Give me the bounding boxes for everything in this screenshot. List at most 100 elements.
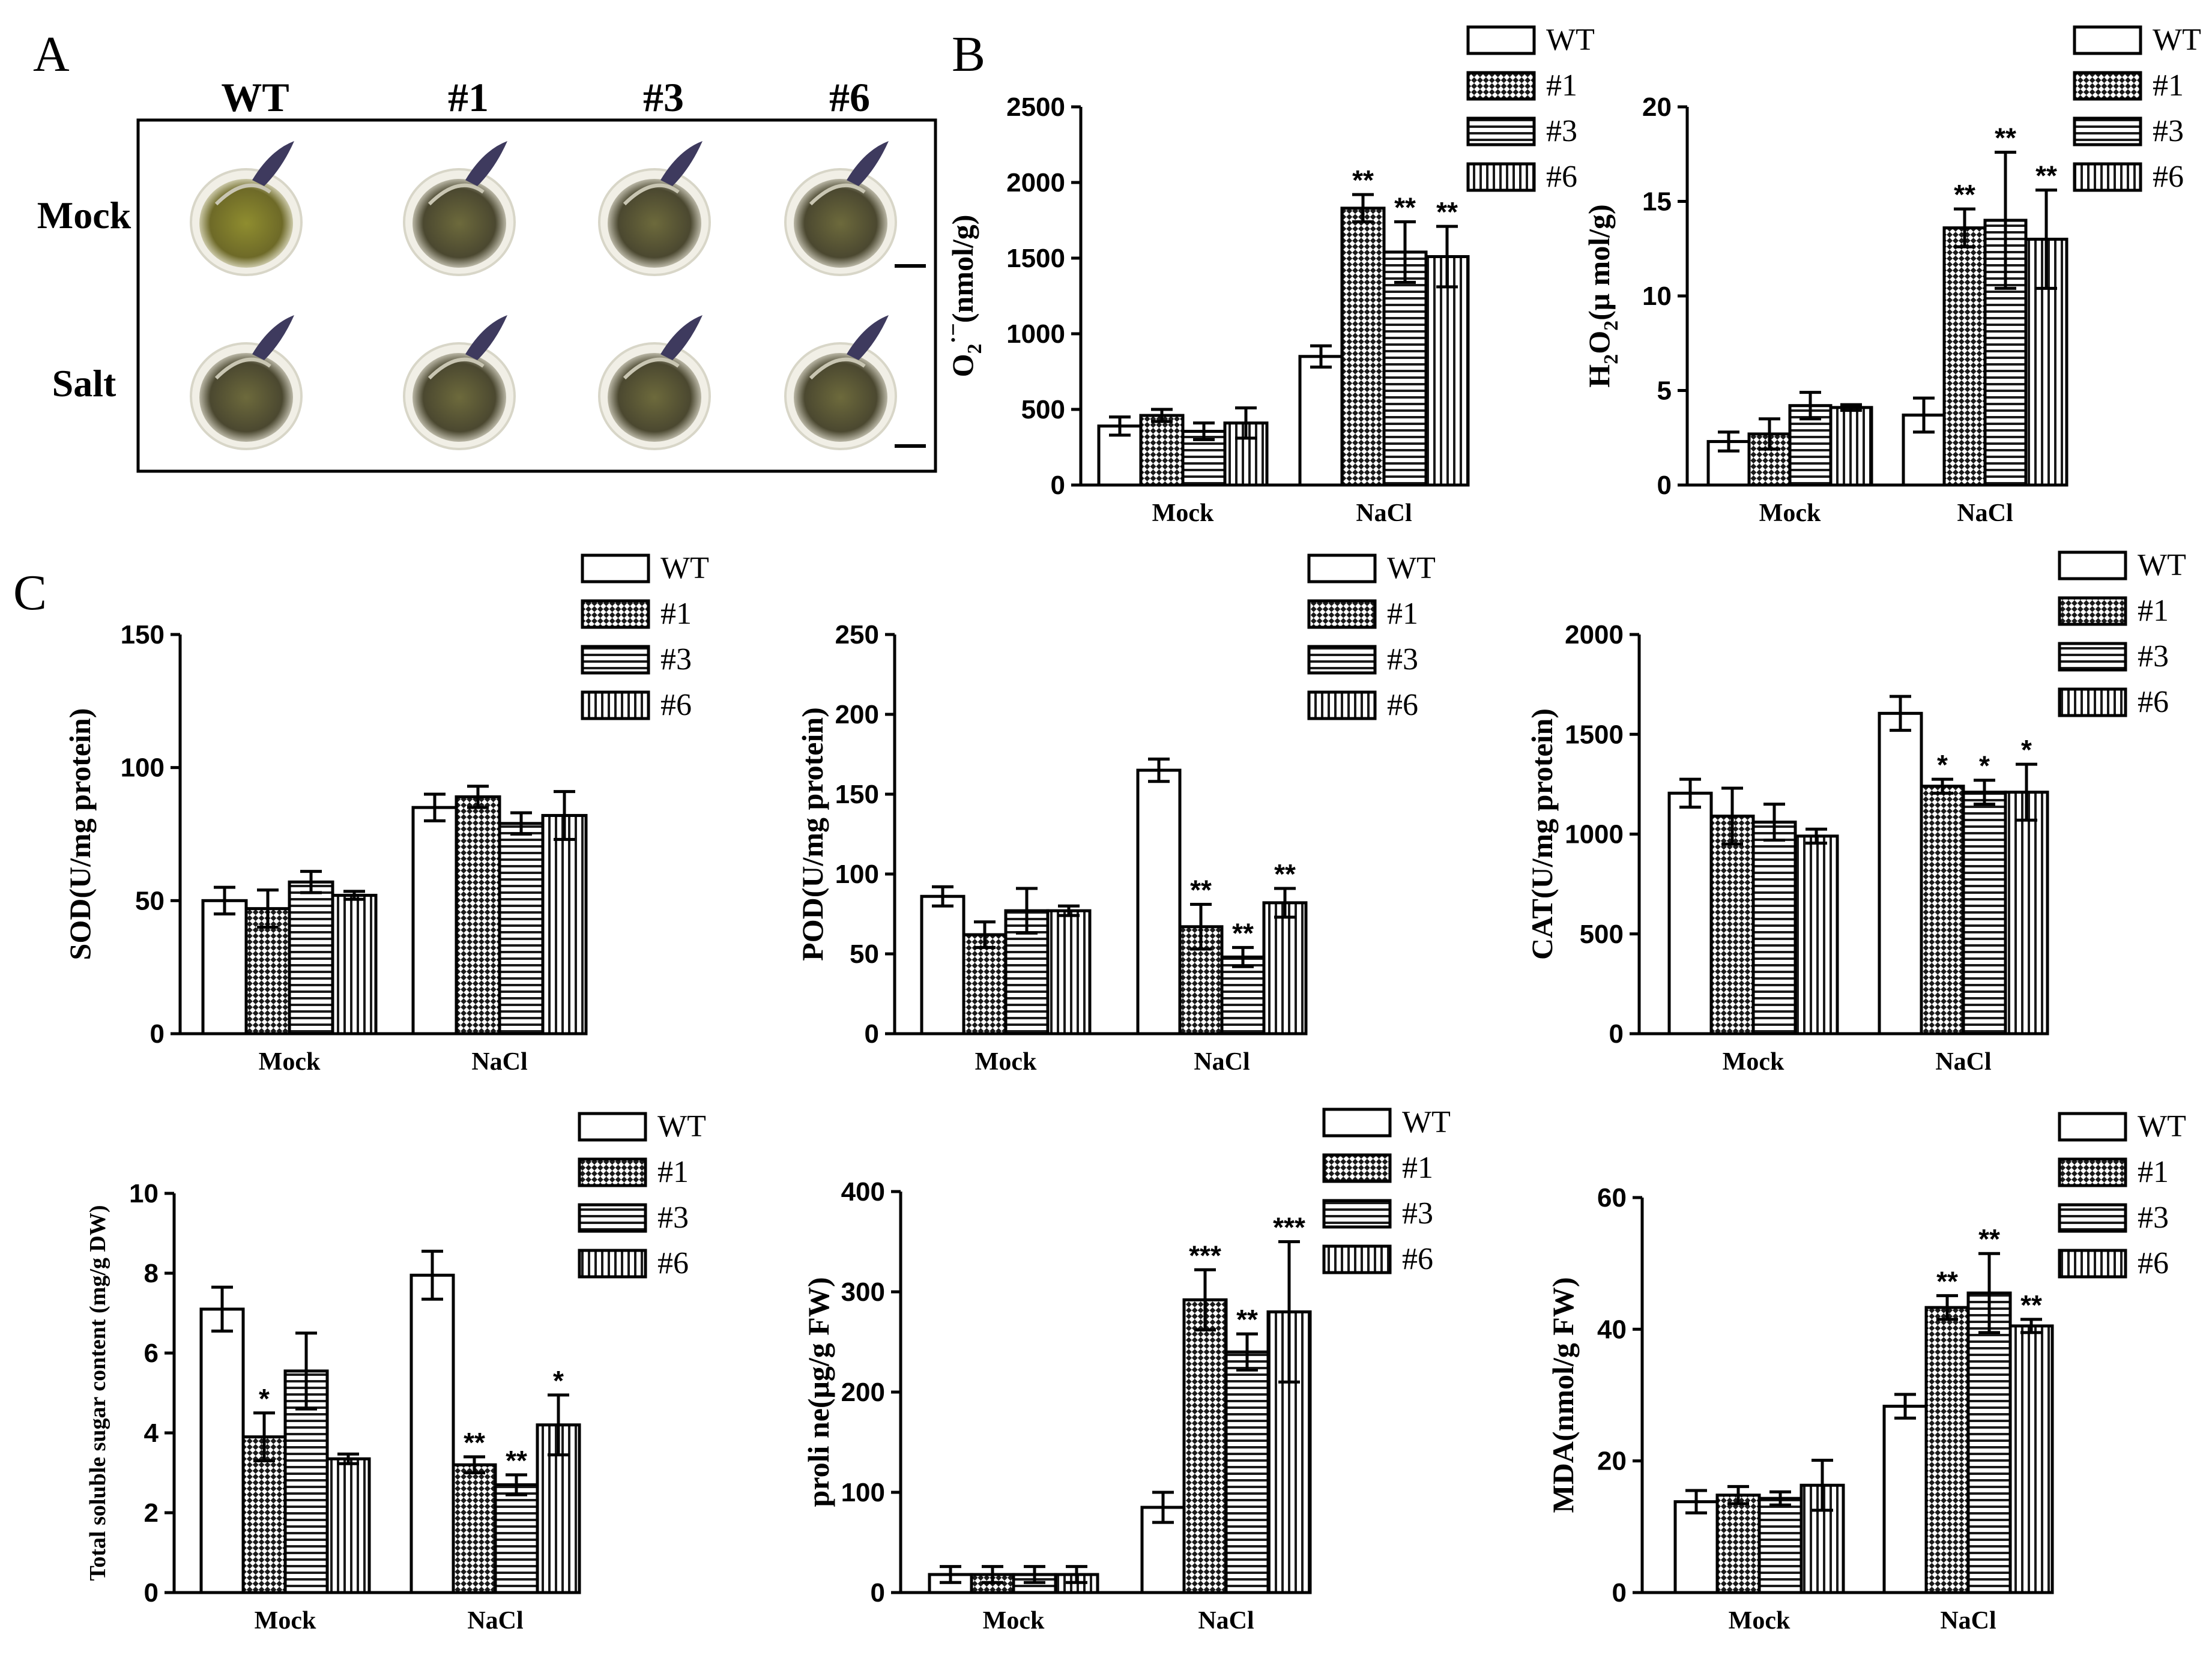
y-tick-label: 0 [144, 1578, 159, 1608]
seed-body [199, 179, 293, 268]
bar-line-1-mock [1139, 414, 1185, 487]
legend-label: WT [2138, 1109, 2186, 1144]
bar-WT-nacl [409, 1273, 455, 1594]
legend-label: #1 [660, 597, 692, 631]
seed-highlight [809, 357, 866, 380]
legend-label: #6 [2138, 1246, 2169, 1280]
bar-line-1-mock [962, 933, 1008, 1035]
y-tick-label: 2500 [1006, 92, 1065, 122]
legend-swatch [1322, 1153, 1392, 1183]
bar-line-3-mock [1751, 821, 1797, 1035]
bar-WT-nacl [1878, 711, 1923, 1035]
y-tick-label: 20 [1642, 92, 1672, 122]
legend-swatch [1322, 1108, 1392, 1138]
seed-highlight [428, 357, 485, 380]
legend-swatch [1466, 162, 1536, 192]
seed-highlight [623, 183, 680, 206]
y-tick-label: 1000 [1565, 820, 1624, 849]
legend-label: #6 [1387, 688, 1418, 722]
legend-label: #6 [1402, 1242, 1433, 1276]
seed-highlight [214, 183, 271, 206]
radicle-tip [465, 141, 507, 186]
significance-label: * [1937, 749, 1948, 780]
x-category-label: Mock [1759, 499, 1821, 527]
y-axis-label: proli ne(μg/g FW) [802, 1277, 835, 1507]
bar-line-1-mock [244, 907, 291, 1035]
seed-body [794, 179, 887, 268]
seedling-image [403, 141, 516, 276]
y-label-part: H [1582, 364, 1616, 388]
bar-line-6-nacl [541, 813, 588, 1035]
y-tick-label: 0 [1609, 1019, 1624, 1049]
legend-swatch [2073, 162, 2142, 192]
legend-label: #3 [1387, 642, 1418, 677]
y-tick-label: 100 [835, 860, 879, 889]
significance-label: * [553, 1365, 564, 1396]
y-label-sub: 2 [1600, 354, 1622, 364]
legend-label: #1 [2138, 1155, 2169, 1189]
y-tick-label: 500 [1021, 395, 1065, 424]
bar-line-1-mock [1715, 1494, 1761, 1594]
seed-body [412, 179, 506, 268]
legend-label: #6 [1546, 160, 1577, 194]
y-axis-label: CAT(U/mg protein) [1525, 708, 1559, 960]
legend-swatch [1322, 1199, 1392, 1229]
legend-swatch [2058, 642, 2127, 672]
legend-label: #3 [1402, 1196, 1433, 1231]
legend-swatch [2073, 25, 2142, 55]
bar-line-1-nacl [1182, 1298, 1228, 1594]
radicle-tip [847, 315, 889, 360]
photo-column-label: #6 [829, 74, 870, 120]
y-tick-label: 200 [841, 1378, 885, 1407]
legend-label: #3 [2138, 639, 2169, 674]
x-category-label: NaCl [467, 1607, 523, 1635]
significance-label: ** [1232, 917, 1254, 948]
significance-label: ** [1190, 875, 1212, 906]
legend-label: #1 [2153, 68, 2184, 103]
significance-label: * [1979, 750, 1990, 782]
seed-highlight [214, 357, 271, 380]
legend-swatch [2073, 116, 2142, 146]
y-tick-label: 400 [841, 1177, 885, 1207]
seed-highlight [809, 183, 866, 206]
legend-swatch [1307, 690, 1377, 720]
seedling-image [784, 315, 897, 450]
legend-label: #6 [2153, 160, 2184, 194]
y-label-sup: ·− [941, 323, 966, 343]
photo-row-label: Mock [37, 194, 131, 237]
y-axis-label: O2·−(nmol/g) [941, 215, 986, 378]
photo-column-label: #3 [643, 74, 684, 120]
significance-label: * [2021, 734, 2032, 765]
significance-label: *** [1273, 1212, 1305, 1243]
legend-label: #6 [2138, 685, 2169, 719]
bar-line-1-nacl [1942, 226, 1987, 487]
bar-line-6-mock [325, 1457, 371, 1594]
bar-WT-nacl [1136, 768, 1182, 1035]
bar-line-6-nacl [2004, 791, 2049, 1035]
y-tick-label: 50 [135, 886, 165, 915]
significance-label: ** [1394, 192, 1416, 223]
bar-line-1-nacl [1340, 206, 1386, 487]
y-tick-label: 1000 [1006, 319, 1065, 349]
scale-bar [895, 264, 926, 268]
seedling-image [190, 141, 303, 276]
radicle-tip [660, 141, 703, 186]
bar-WT-mock [1667, 791, 1713, 1035]
seed-body [794, 353, 887, 442]
legend-swatch [1307, 553, 1377, 583]
bar-WT-mock [201, 899, 248, 1035]
bar-line-3-nacl [1382, 250, 1428, 487]
x-category-label: Mock [255, 1607, 316, 1635]
significance-label: ** [2020, 1289, 2042, 1321]
y-tick-label: 150 [835, 780, 879, 809]
bar-WT-mock [920, 894, 965, 1035]
y-tick-label: 40 [1597, 1315, 1627, 1344]
bar-line-3-nacl [1220, 955, 1266, 1035]
legend-label: #1 [657, 1155, 689, 1189]
y-tick-label: 0 [865, 1019, 879, 1049]
chart-proline: 0 100 200 300 400 proli ne(μg/g FW) Mock NaCl **… [802, 1105, 1451, 1635]
legend-label: #3 [657, 1201, 689, 1235]
y-tick-label: 0 [1051, 471, 1065, 500]
